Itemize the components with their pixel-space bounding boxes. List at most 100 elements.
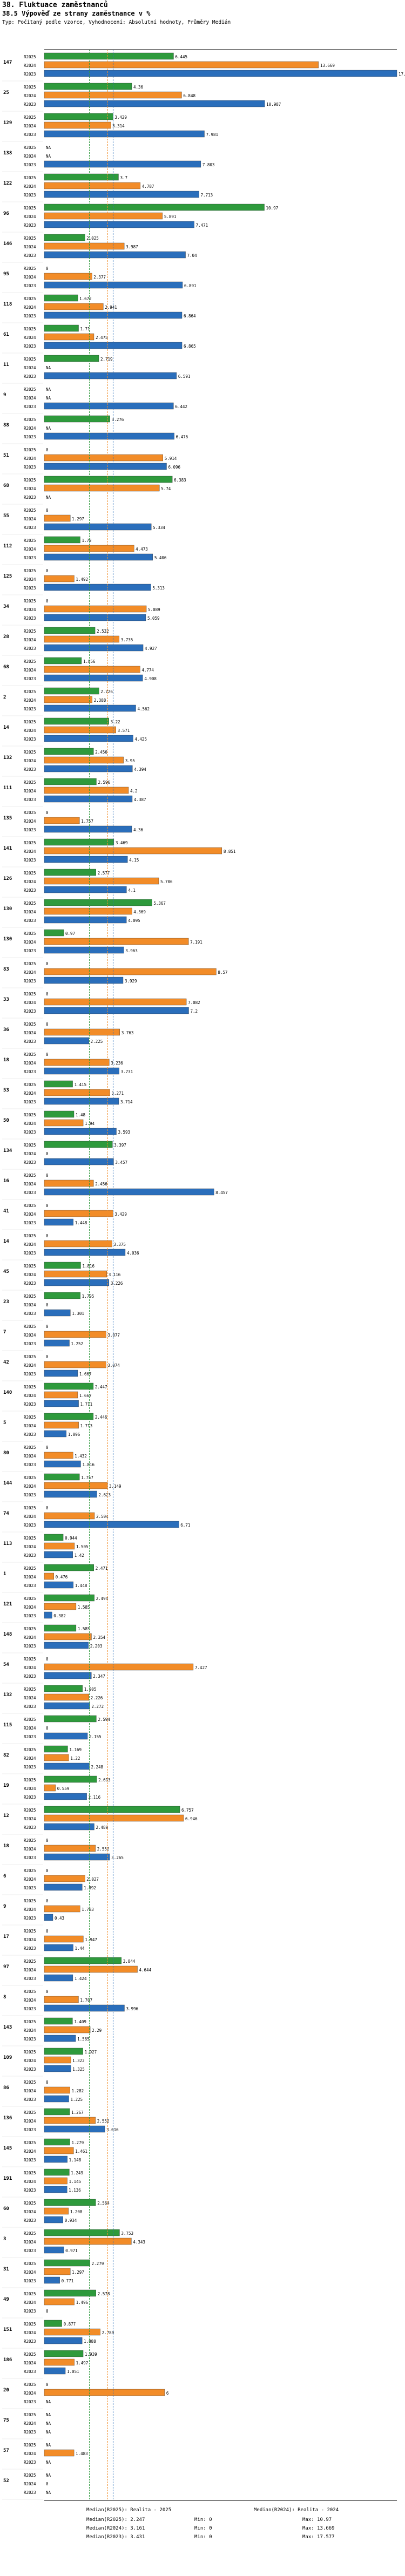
- series-label: R2023: [24, 1765, 36, 1770]
- group-label: 121: [3, 1602, 12, 1607]
- data-label: 2.578: [98, 2292, 110, 2296]
- series-label: R2024: [24, 1151, 36, 1156]
- bar: [44, 1534, 64, 1541]
- series-label: R2024: [24, 2209, 36, 2214]
- series-label: R2023: [24, 858, 36, 863]
- series-label: R2025: [24, 1354, 36, 1359]
- bar: [44, 627, 96, 634]
- series-label: R2024: [24, 910, 36, 914]
- data-label: 3.929: [125, 979, 137, 984]
- series-label: R2024: [24, 1575, 36, 1580]
- data-label: 1.409: [74, 2019, 86, 2024]
- bar: [44, 2229, 120, 2236]
- data-label: 0: [46, 961, 49, 966]
- bar: [44, 2289, 96, 2297]
- series-label: R2023: [24, 2279, 36, 2283]
- data-label: 1.267: [71, 2110, 84, 2115]
- group-label: 14: [3, 725, 9, 730]
- bar: [44, 2268, 71, 2275]
- series-label: R2023: [24, 1190, 36, 1195]
- series-label: R2025: [24, 1657, 36, 1662]
- bar: [44, 1715, 97, 1723]
- series-label: R2024: [24, 275, 36, 280]
- bar: [44, 2199, 96, 2206]
- data-label: 1.667: [79, 1372, 92, 1377]
- series-label: R2023: [24, 1402, 36, 1407]
- series-label: R2025: [24, 1385, 36, 1389]
- series-label: R2023: [24, 2218, 36, 2223]
- group-label: 75: [3, 2418, 9, 2423]
- data-label: 0: [46, 2382, 49, 2387]
- data-label: 0: [46, 1303, 49, 1307]
- series-label: R2025: [24, 1536, 36, 1541]
- data-label: 1.051: [67, 2369, 79, 2374]
- series-label: R2023: [24, 1946, 36, 1951]
- group-label: 45: [3, 1269, 9, 1275]
- data-label: 3.571: [118, 728, 130, 733]
- data-label: 6.71: [180, 1523, 190, 1528]
- bar: [44, 1218, 73, 1226]
- series-label: R2023: [24, 314, 36, 318]
- bar: [44, 372, 177, 379]
- series-label: R2025: [24, 1233, 36, 1238]
- series-label: R2023: [24, 1583, 36, 1588]
- na-label: NA: [46, 154, 51, 159]
- data-label: 2.596: [98, 780, 110, 785]
- data-label: 2.532: [97, 629, 109, 634]
- data-label: 3.016: [106, 2127, 119, 2132]
- series-label: R2025: [24, 2292, 36, 2296]
- bar: [44, 1814, 184, 1822]
- data-label: 6.096: [168, 465, 180, 470]
- series-label: R2023: [24, 1160, 36, 1165]
- group-label: 83: [3, 967, 9, 972]
- data-label: 2.025: [86, 236, 99, 241]
- bar: [44, 977, 124, 984]
- series-label: R2024: [24, 758, 36, 763]
- bar: [44, 2367, 66, 2375]
- series-label: R2024: [24, 1363, 36, 1368]
- series-label: R2025: [24, 2140, 36, 2145]
- data-label: 3.116: [109, 1272, 121, 1277]
- bar: [44, 1996, 79, 2003]
- series-label: R2024: [24, 2149, 36, 2154]
- data-label: 0: [46, 1052, 49, 1057]
- series-label: R2024: [24, 456, 36, 461]
- series-label: R2024: [24, 2451, 36, 2456]
- series-label: R2023: [24, 888, 36, 893]
- bar: [44, 2238, 132, 2245]
- data-label: 3.077: [107, 1333, 120, 1338]
- bar: [44, 1110, 75, 1118]
- data-label: 2.272: [91, 1704, 104, 1709]
- data-label: 3.236: [111, 1061, 123, 1066]
- series-label: R2025: [24, 236, 36, 241]
- bar: [44, 121, 111, 129]
- bar: [44, 355, 99, 362]
- series-label: R2023: [24, 2430, 36, 2435]
- group-label: 74: [3, 1511, 9, 1516]
- bar: [44, 998, 187, 1006]
- bar: [44, 2246, 64, 2254]
- na-label: NA: [46, 2490, 51, 2495]
- data-label: 1.169: [69, 1747, 82, 1752]
- series-label: R2025: [24, 901, 36, 906]
- bar: [44, 273, 92, 280]
- series-label: R2024: [24, 577, 36, 582]
- bar: [44, 1775, 97, 1783]
- data-label: 4.36: [133, 85, 144, 90]
- data-label: 3.753: [121, 2231, 133, 2236]
- bar: [44, 1007, 189, 1014]
- legend-stat: Min: 0: [194, 2517, 212, 2523]
- data-label: 2.354: [93, 1635, 105, 1640]
- na-label: NA: [46, 2399, 51, 2404]
- group-label: 148: [3, 1632, 12, 1637]
- series-label: R2023: [24, 1795, 36, 1800]
- na-label: NA: [46, 396, 51, 401]
- group-label: 125: [3, 574, 12, 579]
- series-label: R2025: [24, 1506, 36, 1510]
- bar: [44, 1262, 81, 1269]
- data-label: 6: [166, 2391, 169, 2396]
- series-label: R2024: [24, 1696, 36, 1700]
- data-label: 4.927: [145, 646, 157, 651]
- series-label: R2025: [24, 2080, 36, 2085]
- bar: [44, 1490, 97, 1498]
